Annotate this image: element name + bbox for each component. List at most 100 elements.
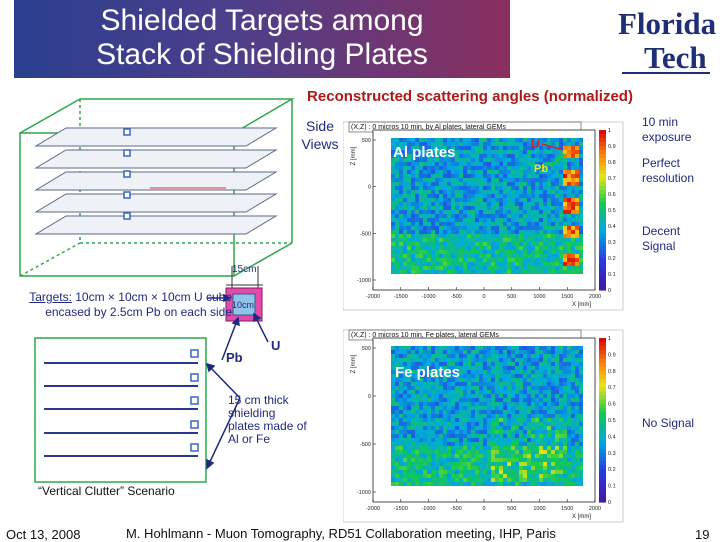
heatmap-cell: [539, 466, 543, 470]
heatmap-cell: [519, 482, 523, 486]
heatmap-cell: [503, 394, 507, 398]
targets-caption: Targets: 10cm × 10cm × 10cm U cube encas…: [2, 290, 232, 320]
heatmap-cell: [543, 266, 547, 270]
heatmap-cell: [575, 462, 579, 466]
heatmap-cell: [451, 454, 455, 458]
heatmap-cell: [391, 414, 395, 418]
heatmap-cell: [407, 178, 411, 182]
heatmap-cell: [411, 466, 415, 470]
heatmap-cell: [419, 262, 423, 266]
heatmap-cell: [431, 178, 435, 182]
heatmap-cell: [527, 198, 531, 202]
heatmap-cell: [491, 442, 495, 446]
heatmap-cell: [503, 438, 507, 442]
colorbar-tick-label: 0.4: [608, 224, 616, 230]
heatmap-cell: [487, 354, 491, 358]
heatmap-cell: [467, 162, 471, 166]
heatmap-cell: [399, 194, 403, 198]
heatmap-cell: [571, 238, 575, 242]
heatmap-cell: [419, 266, 423, 270]
heatmap-cell: [415, 218, 419, 222]
colorbar-tick-label: 0.2: [608, 467, 616, 473]
heatmap-cell: [435, 382, 439, 386]
heatmap-cell: [415, 402, 419, 406]
heatmap-cell: [483, 174, 487, 178]
heatmap-cell: [471, 358, 475, 362]
heatmap-cell: [531, 446, 535, 450]
heatmap-cell: [499, 198, 503, 202]
heatmap-cell: [403, 362, 407, 366]
side-views-label: Side Views: [301, 118, 339, 152]
heatmap-cell: [563, 406, 567, 410]
heatmap-cell: [475, 174, 479, 178]
heatmap-cell: [487, 150, 491, 154]
heatmap-cell: [463, 354, 467, 358]
heatmap-cell: [551, 170, 555, 174]
side-targets: [190, 349, 199, 452]
heatmap-cell: [431, 370, 435, 374]
heatmap-cell: [407, 254, 411, 258]
heatmap-cell: [443, 410, 447, 414]
heatmap-cell: [419, 194, 423, 198]
heatmap-cell: [535, 470, 539, 474]
heatmap-cell: [511, 258, 515, 262]
heatmap-cell: [575, 198, 579, 202]
heatmap-cell: [423, 206, 427, 210]
heatmap-cell: [407, 162, 411, 166]
heatmap-cell: [511, 206, 515, 210]
heatmap-cell: [459, 446, 463, 450]
heatmap-cell: [463, 150, 467, 154]
heatmap-cell: [523, 226, 527, 230]
heatmap-cell: [579, 406, 583, 410]
heatmap-cell: [451, 210, 455, 214]
heatmap-cell: [543, 478, 547, 482]
heatmap-cell: [527, 398, 531, 402]
heatmap-cell: [467, 394, 471, 398]
heatmap-cell: [471, 146, 475, 150]
heatmap-cell: [503, 162, 507, 166]
heatmap-cell: [515, 254, 519, 258]
heatmap-cell: [475, 226, 479, 230]
scenario-label: “Vertical Clutter” Scenario: [38, 484, 175, 498]
heatmap-cell: [471, 370, 475, 374]
heatmap-cell: [443, 390, 447, 394]
heatmap-cell: [547, 174, 551, 178]
heatmap-cell: [467, 230, 471, 234]
heatmap-cell: [447, 394, 451, 398]
heatmap-cell: [499, 202, 503, 206]
heatmap-cell: [507, 414, 511, 418]
subtitle: Reconstructed scattering angles (normali…: [307, 88, 633, 105]
heatmap-cell: [555, 222, 559, 226]
heatmap-cell: [563, 174, 567, 178]
heatmap-cell: [551, 478, 555, 482]
heatmap-cell: [535, 194, 539, 198]
colorbar-segment: [599, 444, 606, 450]
heatmap-cell: [463, 246, 467, 250]
heatmap-cell: [391, 402, 395, 406]
heatmap-cell: [579, 454, 583, 458]
heatmap-cell: [519, 162, 523, 166]
heatmap-cell: [403, 442, 407, 446]
heatmap-cell: [491, 218, 495, 222]
heatmap-cell: [431, 182, 435, 186]
heatmap-cell: [459, 414, 463, 418]
heatmap-cell: [455, 446, 459, 450]
heatmap-cell: [455, 442, 459, 446]
heatmap-cell: [463, 230, 467, 234]
heatmap-cell: [531, 142, 535, 146]
heatmap-cell: [423, 150, 427, 154]
heatmap-cell: [427, 438, 431, 442]
heatmap-cell: [435, 394, 439, 398]
heatmap-cell: [395, 198, 399, 202]
colorbar-segment: [599, 379, 606, 384]
heatmap-cell: [431, 406, 435, 410]
heatmap-cell: [411, 186, 415, 190]
heatmap-cell: [571, 166, 575, 170]
heatmap-cell: [439, 466, 443, 470]
heatmap-cell: [543, 182, 547, 186]
heatmap-cell: [395, 430, 399, 434]
heatmap-cell: [571, 386, 575, 390]
heatmap-cell: [447, 482, 451, 486]
heatmap-cell: [467, 390, 471, 394]
heatmap-cell: [575, 270, 579, 274]
